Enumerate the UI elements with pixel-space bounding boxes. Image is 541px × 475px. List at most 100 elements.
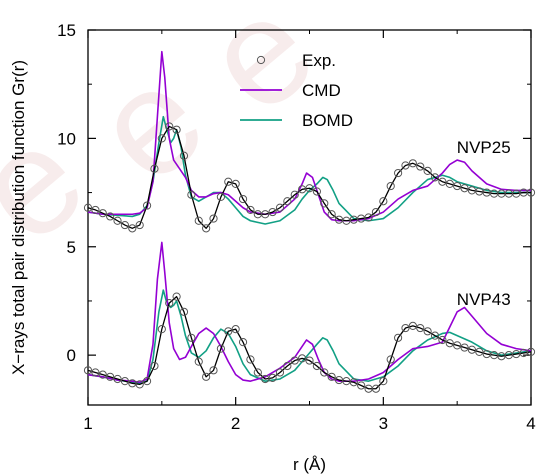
data-point-exp [408,159,417,168]
legend-label-cmd: CMD [302,81,341,100]
annotation-nvp25: NVP25 [457,138,511,157]
data-point-exp [231,325,240,334]
x-tick-label: 2 [231,414,240,433]
data-point-exp [157,325,166,334]
y-tick-label: 10 [57,129,76,148]
data-point-exp [98,209,107,218]
data-point-exp [408,321,417,330]
legend: Exp. CMD BOMD [240,51,353,130]
data-point-exp [261,210,270,219]
data-point-exp [312,187,321,196]
data-point-exp [460,343,469,352]
data-point-exp [526,347,536,356]
data-point-exp [453,341,462,350]
data-point-exp [150,164,159,173]
data-point-exp [401,323,410,333]
data-point-exp [460,184,469,193]
data-point-exp [150,361,159,371]
data-point-exp [172,125,181,134]
data-point-exp [172,292,181,301]
axis-ticks: 1 2 3 4 0 5 10 15 [57,21,536,433]
data-point-exp [327,210,336,219]
data-point-exp [142,201,152,210]
data-point-exp [290,190,299,199]
data-point-exp [364,213,373,222]
data-point-exp [224,327,233,336]
data-point-exp [445,339,454,348]
data-point-exp [253,368,262,377]
data-point-exp [416,323,425,333]
data-point-exp [216,192,225,202]
data-point-exp [83,203,93,212]
data-point-exp [202,224,211,233]
data-point-exp [430,331,440,340]
data-point-exp [194,357,203,366]
annotations: NVP25 NVP43 [457,138,511,309]
data-point-exp [379,197,388,206]
data-point-exp [423,166,432,175]
data-point-exp [128,224,137,233]
data-point-exp [386,181,395,191]
data-point-exp [320,368,329,377]
data-point-exp [194,216,203,225]
y-axis-title: X−rays total pair distribution function … [9,60,28,375]
data-point-exp [187,190,196,199]
annotation-nvp43: NVP43 [457,290,511,309]
data-point-exp [268,373,277,383]
data-point-exp [467,345,477,354]
data-point-exp [231,179,240,189]
data-point-exp [371,207,381,217]
data-point-exp [179,307,189,316]
data-point-exp [209,366,218,375]
data-point-exp [379,377,388,386]
data-point-exp [216,344,225,353]
data-point-exp [275,203,285,212]
data-point-exp [305,184,314,193]
data-point-exp [283,197,292,206]
x-tick-label: 4 [526,414,535,433]
data-point-exp [113,374,122,384]
data-point-exp [298,354,307,363]
data-point-exp [371,384,381,393]
data-point-exp [91,205,100,215]
data-point-exp [394,168,403,178]
data-point-exp [283,361,292,371]
data-point-exp [106,372,115,381]
data-point-exp [98,370,107,379]
data-point-exp [438,335,447,345]
series-line-bomd-nvp25 [87,115,531,225]
data-point-exp [416,162,425,171]
legend-label-bomd: BOMD [302,111,353,130]
legend-label-exp: Exp. [302,51,336,70]
data-point-exp [327,372,336,381]
watermark: eee [0,0,344,275]
series-line-exp-nvp25 [87,125,531,229]
data-point-exp [268,207,277,217]
data-point-exp [165,299,174,308]
data-point-exp [238,194,248,204]
series-line-cmd-nvp43 [87,241,532,384]
data-point-exp [142,377,152,386]
x-tick-label: 1 [83,414,92,433]
data-point-exp [135,220,144,230]
data-point-exp [120,377,130,386]
data-point-exp [202,372,211,381]
data-point-exp [320,199,329,208]
data-point-exp [165,122,174,131]
series-line-bomd-nvp43 [87,289,532,385]
data-point-exp [106,212,115,221]
data-point-exp [349,378,358,387]
data-point-exp [394,333,403,342]
y-tick-label: 0 [67,346,76,365]
data-point-exp [157,134,166,143]
data-point-exp [83,366,93,375]
legend-marker-exp [256,55,266,65]
data-point-exp [91,368,100,377]
data-point-exp [187,333,196,342]
data-point-exp [305,356,314,365]
data-point-exp [238,338,248,347]
data-point-exp [526,188,536,197]
data-point-exp [290,356,299,365]
data-point-exp [312,361,321,371]
